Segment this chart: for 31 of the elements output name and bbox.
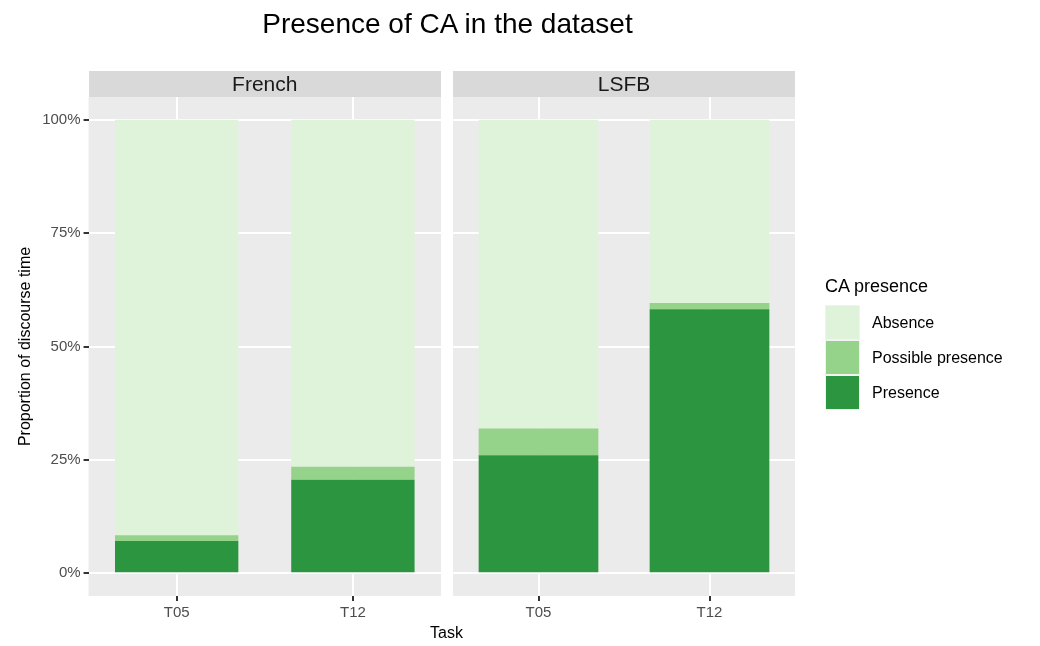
facet-strip: LSFB <box>453 71 795 97</box>
bar <box>649 309 770 573</box>
y-axis-title: Proportion of discourse time <box>16 246 34 447</box>
legend-label: Possible presence <box>872 348 1003 367</box>
y-tick-label: 25% <box>50 450 81 468</box>
chart-title: Presence of CA in the dataset <box>261 8 634 40</box>
bar <box>291 466 415 480</box>
bar <box>478 455 599 573</box>
bar <box>478 428 599 456</box>
y-tick-label: 0% <box>58 563 81 581</box>
x-tick-label: T12 <box>696 603 723 621</box>
facet-strip: French <box>88 71 441 97</box>
chart-subtitle: LSFB <box>597 72 651 95</box>
y-tick-label: 100% <box>42 109 81 127</box>
y-tick-label: 50% <box>50 336 81 354</box>
bar <box>115 541 239 573</box>
bar <box>115 535 239 542</box>
bar <box>291 479 415 573</box>
bar <box>291 119 415 467</box>
legend-label: Presence <box>872 383 940 402</box>
x-tick-label: T05 <box>163 603 190 621</box>
bar <box>649 119 770 303</box>
legend-title: CA presence <box>825 276 930 297</box>
x-axis-title: Task <box>429 624 464 642</box>
bar <box>478 119 599 429</box>
y-tick-label: 75% <box>50 223 81 241</box>
chart-subtitle: French <box>232 72 298 95</box>
x-tick-label: T05 <box>525 603 552 621</box>
bar <box>649 302 770 310</box>
legend-label: Absence <box>872 313 935 332</box>
x-tick-label: T12 <box>339 603 366 621</box>
